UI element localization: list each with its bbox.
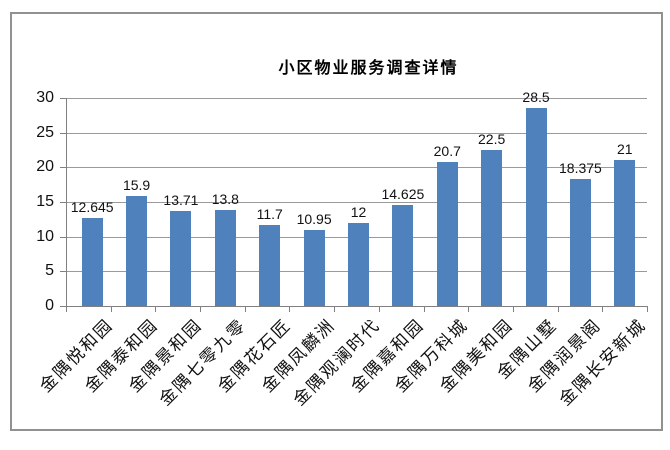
chart-title: 小区物业服务调查详情	[278, 60, 459, 77]
x-axis-tick	[244, 307, 246, 312]
y-axis-label: 25	[36, 123, 54, 141]
bar-value-label: 13.8	[211, 191, 239, 208]
y-axis-label: 0	[45, 297, 54, 314]
y-gridline	[66, 167, 647, 169]
y-axis-tick	[60, 132, 66, 134]
bar	[303, 230, 325, 306]
bar	[614, 160, 636, 306]
x-axis-tick	[647, 307, 648, 312]
bar	[214, 210, 236, 306]
y-gridline	[66, 98, 647, 99]
bar-value-label: 22.5	[478, 131, 506, 147]
bar	[525, 108, 547, 306]
y-axis-tick	[60, 98, 66, 99]
bar-value-label: 13.71	[163, 191, 199, 208]
bar	[81, 218, 103, 306]
bar-value-label: 18.375	[559, 159, 602, 176]
x-axis-tick	[557, 307, 559, 312]
x-axis-tick	[289, 307, 291, 312]
bar-value-label: 10.95	[296, 211, 332, 228]
y-axis-line	[66, 98, 67, 306]
x-axis-tick	[512, 307, 514, 312]
x-axis-tick	[378, 307, 380, 312]
bar	[348, 222, 369, 306]
bar	[481, 150, 503, 306]
x-axis-tick	[334, 307, 336, 312]
bar-value-label: 12.645	[70, 199, 114, 216]
x-axis-tick	[468, 307, 470, 312]
y-axis-label: 10	[36, 227, 54, 245]
x-axis-tick	[155, 307, 157, 312]
bar	[259, 224, 281, 306]
bar-value-label: 21	[617, 141, 633, 158]
y-gridline	[66, 132, 647, 134]
y-axis-tick	[60, 236, 66, 238]
bar-value-label: 15.9	[122, 176, 151, 193]
x-axis-tick	[110, 307, 112, 312]
x-axis-tick	[602, 307, 604, 312]
x-axis-tick	[423, 307, 425, 312]
y-axis-tick	[60, 167, 66, 169]
y-axis-label: 15	[36, 193, 54, 210]
y-axis-tick	[60, 306, 66, 307]
y-axis-tick	[60, 271, 66, 273]
bar-value-label: 11.7	[256, 205, 283, 222]
bar	[170, 210, 192, 306]
bar-value-label: 20.7	[433, 143, 461, 160]
bar	[126, 195, 148, 306]
y-axis-label: 20	[36, 158, 54, 176]
x-axis-line	[66, 306, 648, 307]
x-axis-tick	[66, 307, 67, 312]
bar-value-label: 14.625	[381, 185, 425, 202]
x-axis-tick	[200, 307, 202, 312]
y-axis-label: 5	[45, 262, 54, 280]
bar	[569, 178, 591, 306]
bar-value-label: 12	[350, 203, 367, 220]
y-axis-tick	[60, 202, 66, 203]
bar	[436, 162, 458, 306]
bar	[392, 204, 414, 306]
y-axis-label: 30	[36, 89, 54, 106]
y-gridline	[66, 202, 647, 203]
chart-frame: 小区物业服务调查详情	[10, 12, 663, 431]
bar-value-label: 28.5	[522, 89, 550, 106]
